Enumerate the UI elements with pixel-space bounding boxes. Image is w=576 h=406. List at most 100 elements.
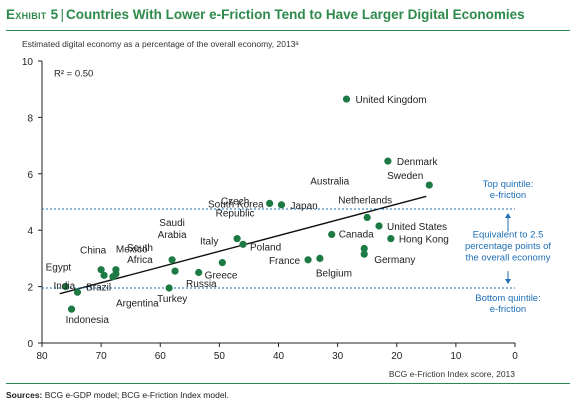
point-label-line: Netherlands bbox=[338, 196, 392, 207]
point-label-line: India bbox=[53, 281, 75, 292]
point-label-line: Argentina bbox=[116, 299, 159, 310]
point-label: Russia bbox=[186, 279, 217, 290]
point-label: Mexico bbox=[116, 245, 148, 256]
point-label: Sweden bbox=[387, 171, 423, 182]
point-label: United States bbox=[387, 222, 447, 233]
point-label: Italy bbox=[200, 237, 218, 248]
point-label: Germany bbox=[374, 255, 415, 266]
data-point bbox=[277, 201, 286, 209]
gap-arrow-head-down bbox=[505, 279, 511, 285]
bottom-quintile-label-line: Bottom quintile: bbox=[475, 293, 540, 304]
data-point bbox=[425, 181, 433, 189]
data-point bbox=[375, 222, 383, 230]
gap-arrow-head-up bbox=[505, 213, 511, 219]
data-point bbox=[304, 256, 312, 264]
chart-title: Exhibit 5 | Countries With Lower e-Frictio… bbox=[6, 7, 525, 22]
y-tick-label: 6 bbox=[27, 170, 33, 181]
point-label-line: South Korea bbox=[208, 199, 264, 210]
data-point bbox=[233, 235, 241, 243]
r-squared-label: R² = 0.50 bbox=[54, 68, 93, 79]
gap-label: Equivalent to 2.5 percentage points of the… bbox=[465, 229, 551, 263]
axes: 0 2 4 6 8 10 80 70 60 50 40 30 20 10 0 BCG e-Friction I… bbox=[22, 57, 518, 379]
point-label-line: Republic bbox=[216, 209, 255, 220]
point-label-line: Germany bbox=[374, 255, 415, 266]
point-label-line: China bbox=[80, 246, 107, 257]
data-point bbox=[342, 95, 351, 103]
point-label: Australia bbox=[310, 176, 349, 187]
point-label-line: Japan bbox=[290, 201, 317, 212]
title-text: Countries With Lower e-Friction Tend to … bbox=[65, 7, 525, 22]
gap-label-line: percentage points of bbox=[465, 241, 551, 252]
y-tick-label: 2 bbox=[27, 283, 33, 294]
bottom-quintile-label-line: e-friction bbox=[490, 304, 526, 315]
point-label-line: Mexico bbox=[116, 245, 148, 256]
point-label-line: Sweden bbox=[387, 171, 423, 182]
point-label-line: Poland bbox=[250, 242, 281, 253]
point-label-line: Egypt bbox=[46, 263, 72, 274]
point-label: Hong Kong bbox=[399, 235, 449, 246]
point-label-line: Brazil bbox=[86, 282, 111, 293]
y-tick-label: 0 bbox=[27, 339, 33, 350]
data-point bbox=[360, 250, 368, 258]
data-point bbox=[387, 235, 395, 243]
data-point bbox=[109, 273, 117, 281]
point-label: Indonesia bbox=[66, 315, 110, 326]
data-point bbox=[266, 199, 274, 208]
point-label-line: Greece bbox=[205, 271, 238, 282]
point-label: Egypt bbox=[46, 263, 72, 274]
data-point bbox=[100, 271, 108, 279]
gap-label-line: Equivalent to 2.5 bbox=[473, 229, 544, 240]
x-tick-label: 10 bbox=[450, 351, 462, 362]
x-tick-label: 30 bbox=[332, 351, 344, 362]
point-label-line: France bbox=[269, 256, 301, 267]
point-label: Saudi Arabia bbox=[158, 218, 187, 241]
point-label-line: South bbox=[127, 243, 153, 254]
point-label: China bbox=[80, 246, 107, 257]
point-label: South Africa bbox=[127, 243, 153, 266]
data-point bbox=[316, 254, 324, 262]
y-axis-label: Estimated digital economy as a percentag… bbox=[22, 39, 299, 49]
x-tick-label: 60 bbox=[155, 351, 167, 362]
scatter-chart: 0 2 4 6 8 10 80 70 60 50 40 30 20 10 0 BCG e-Friction I… bbox=[22, 57, 552, 379]
point-label-line: Italy bbox=[200, 237, 218, 248]
point-label-line: United States bbox=[387, 222, 447, 233]
point-label: Czech Republic bbox=[216, 197, 255, 220]
data-point bbox=[384, 157, 392, 165]
y-tick-label: 8 bbox=[27, 113, 33, 124]
point-label: Turkey bbox=[157, 294, 187, 305]
point-label-line: Arabia bbox=[158, 230, 187, 241]
data-point bbox=[195, 268, 203, 277]
point-label-line: Belgium bbox=[316, 268, 352, 279]
point-label-line: Turkey bbox=[157, 294, 187, 305]
point-label: Japan bbox=[290, 201, 317, 212]
y-tick-label: 4 bbox=[27, 226, 33, 237]
point-label: Greece bbox=[205, 271, 238, 282]
point-label-line: Saudi bbox=[159, 218, 185, 229]
x-axis-label: BCG e-Friction Index score, 2013 bbox=[389, 369, 515, 379]
title-rule bbox=[6, 30, 570, 31]
point-label-line: Russia bbox=[186, 279, 217, 290]
y-tick-label: 10 bbox=[22, 57, 34, 68]
point-label: United Kingdom bbox=[355, 95, 426, 106]
top-quintile-label: Top quintile: e-friction bbox=[483, 179, 534, 201]
point-label-line: Denmark bbox=[397, 157, 439, 168]
point-label: Netherlands bbox=[338, 196, 392, 207]
point-label-line: Canada bbox=[339, 230, 374, 241]
data-point bbox=[239, 240, 247, 248]
point-label-line: Indonesia bbox=[66, 315, 110, 326]
x-tick-label: 40 bbox=[273, 351, 285, 362]
x-tick-label: 70 bbox=[96, 351, 108, 362]
sources-label: Sources: bbox=[6, 390, 43, 400]
point-label-line: Africa bbox=[127, 255, 153, 266]
point-label: South Korea bbox=[208, 199, 264, 210]
data-point bbox=[62, 283, 70, 291]
top-quintile-label-line: Top quintile: bbox=[483, 179, 534, 190]
point-label: Brazil bbox=[86, 282, 111, 293]
exhibit-number: Exhibit 5 bbox=[6, 7, 59, 22]
point-label: Denmark bbox=[397, 157, 439, 168]
x-tick-label: 0 bbox=[512, 351, 518, 362]
top-quintile-label-line: e-friction bbox=[490, 190, 526, 201]
x-tick-label: 20 bbox=[391, 351, 403, 362]
point-label: Argentina bbox=[116, 299, 159, 310]
